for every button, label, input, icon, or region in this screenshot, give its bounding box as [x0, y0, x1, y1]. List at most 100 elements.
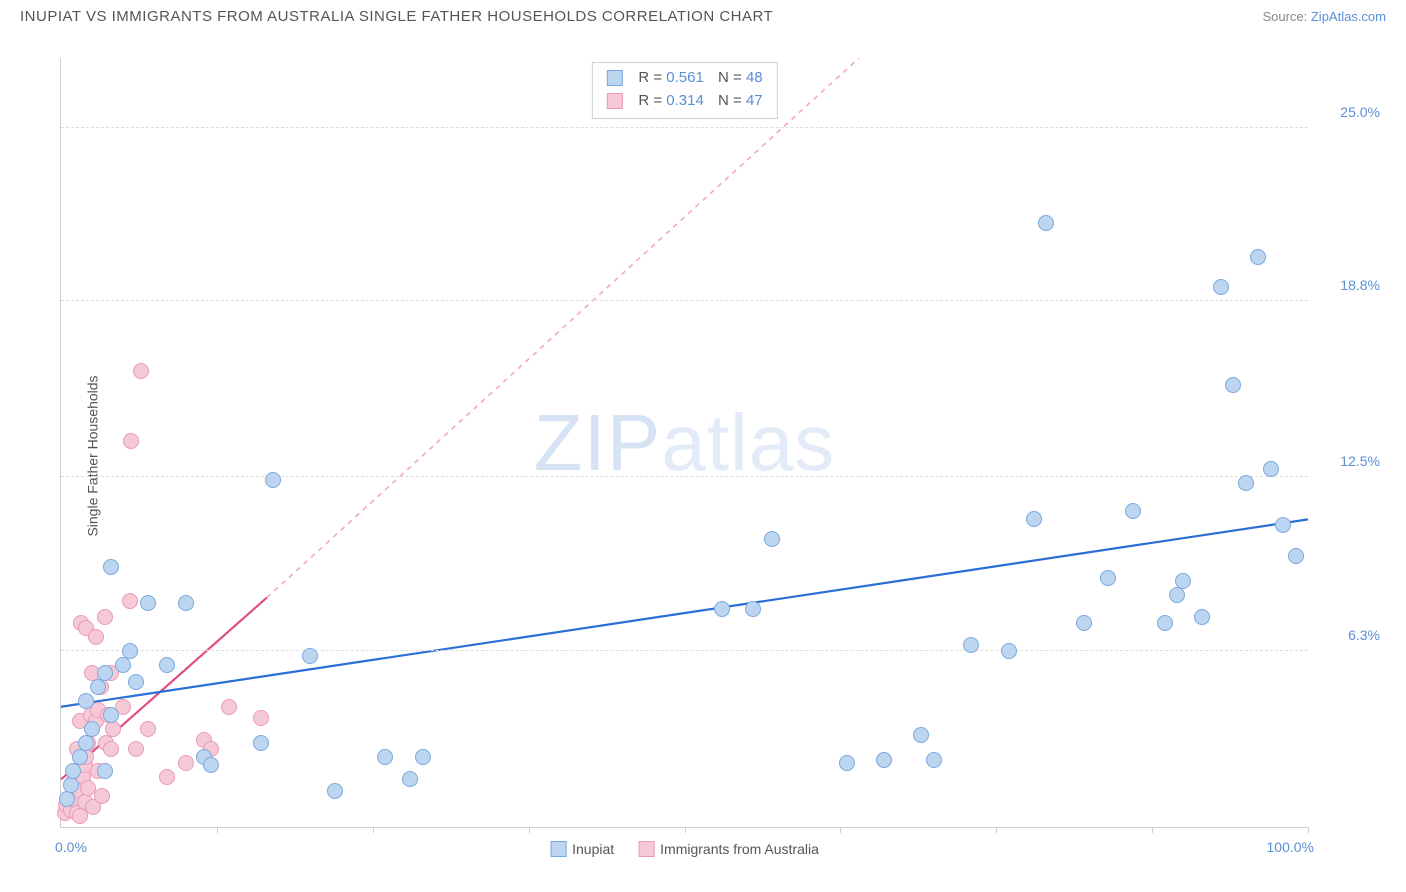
scatter-point: [1076, 615, 1092, 631]
scatter-point: [159, 657, 175, 673]
trend-lines: [61, 58, 1308, 827]
x-axis-max-label: 100.0%: [1267, 839, 1314, 855]
scatter-point: [764, 531, 780, 547]
y-tick-label: 18.8%: [1316, 277, 1380, 293]
scatter-point: [1157, 615, 1173, 631]
scatter-point: [94, 788, 110, 804]
scatter-point: [1125, 503, 1141, 519]
scatter-point: [253, 710, 269, 726]
gridline: [61, 300, 1308, 301]
series-legend: Inupiat Immigrants from Australia: [550, 841, 819, 857]
x-tick: [685, 827, 686, 833]
x-tick: [840, 827, 841, 833]
legend-item-aus: Immigrants from Australia: [638, 841, 819, 857]
scatter-point: [415, 749, 431, 765]
scatter-point: [253, 735, 269, 751]
x-tick: [1308, 827, 1309, 833]
scatter-point: [84, 721, 100, 737]
scatter-point: [402, 771, 418, 787]
swatch-icon: [638, 841, 654, 857]
scatter-point: [159, 769, 175, 785]
gridline: [61, 127, 1308, 128]
scatter-point: [1100, 570, 1116, 586]
scatter-point: [302, 648, 318, 664]
source-link[interactable]: ZipAtlas.com: [1311, 9, 1386, 24]
scatter-point: [876, 752, 892, 768]
y-tick-label: 12.5%: [1316, 453, 1380, 469]
scatter-point: [839, 755, 855, 771]
scatter-point: [128, 741, 144, 757]
scatter-point: [103, 559, 119, 575]
x-axis-min-label: 0.0%: [55, 839, 87, 855]
scatter-point: [178, 755, 194, 771]
y-tick-label: 25.0%: [1316, 104, 1380, 120]
scatter-point: [1038, 215, 1054, 231]
scatter-point: [1238, 475, 1254, 491]
chart-container: Single Father Households ZIPatlas R = 0.…: [18, 38, 1388, 874]
scatter-point: [1288, 548, 1304, 564]
scatter-point: [377, 749, 393, 765]
scatter-point: [97, 763, 113, 779]
swatch-icon: [606, 70, 622, 86]
scatter-point: [133, 363, 149, 379]
gridline: [61, 476, 1308, 477]
scatter-point: [1194, 609, 1210, 625]
correlation-legend: R = 0.561 N = 48 R = 0.314 N = 47: [591, 62, 777, 119]
swatch-icon: [606, 93, 622, 109]
x-tick: [529, 827, 530, 833]
scatter-point: [745, 601, 761, 617]
scatter-point: [178, 595, 194, 611]
scatter-point: [97, 609, 113, 625]
scatter-point: [1263, 461, 1279, 477]
scatter-point: [1275, 517, 1291, 533]
scatter-point: [1001, 643, 1017, 659]
scatter-point: [327, 783, 343, 799]
x-tick: [1152, 827, 1153, 833]
plot-area: ZIPatlas R = 0.561 N = 48 R = 0.314 N = …: [60, 58, 1308, 828]
x-tick: [996, 827, 997, 833]
scatter-point: [1250, 249, 1266, 265]
scatter-point: [1213, 279, 1229, 295]
scatter-point: [97, 665, 113, 681]
scatter-point: [913, 727, 929, 743]
x-tick: [217, 827, 218, 833]
source-attribution: Source: ZipAtlas.com: [1262, 9, 1386, 24]
scatter-point: [221, 699, 237, 715]
legend-row-aus: R = 0.314 N = 47: [606, 90, 762, 113]
scatter-point: [63, 777, 79, 793]
scatter-point: [1169, 587, 1185, 603]
scatter-point: [90, 679, 106, 695]
scatter-point: [128, 674, 144, 690]
scatter-point: [1175, 573, 1191, 589]
swatch-icon: [550, 841, 566, 857]
scatter-point: [203, 757, 219, 773]
x-tick: [373, 827, 374, 833]
scatter-point: [78, 693, 94, 709]
scatter-point: [88, 629, 104, 645]
scatter-point: [103, 707, 119, 723]
gridline: [61, 650, 1308, 651]
scatter-point: [714, 601, 730, 617]
scatter-point: [926, 752, 942, 768]
scatter-point: [122, 643, 138, 659]
legend-item-inupiat: Inupiat: [550, 841, 614, 857]
watermark: ZIPatlas: [534, 397, 835, 489]
scatter-point: [65, 763, 81, 779]
scatter-point: [140, 595, 156, 611]
scatter-point: [122, 593, 138, 609]
scatter-point: [123, 433, 139, 449]
scatter-point: [1225, 377, 1241, 393]
y-tick-label: 6.3%: [1316, 627, 1380, 643]
scatter-point: [103, 741, 119, 757]
scatter-point: [72, 749, 88, 765]
scatter-point: [105, 721, 121, 737]
scatter-point: [1026, 511, 1042, 527]
scatter-point: [115, 657, 131, 673]
scatter-point: [140, 721, 156, 737]
scatter-point: [78, 735, 94, 751]
legend-row-inupiat: R = 0.561 N = 48: [606, 67, 762, 90]
scatter-point: [963, 637, 979, 653]
scatter-point: [59, 791, 75, 807]
chart-title: INUPIAT VS IMMIGRANTS FROM AUSTRALIA SIN…: [20, 8, 773, 25]
scatter-point: [265, 472, 281, 488]
